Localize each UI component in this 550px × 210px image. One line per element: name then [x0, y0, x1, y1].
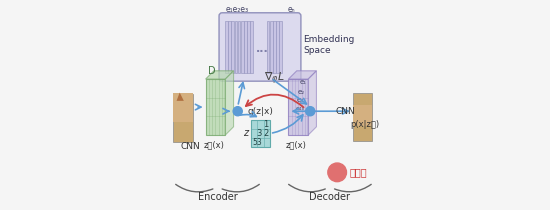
Bar	[276, 21, 279, 73]
Bar	[241, 21, 244, 73]
Polygon shape	[177, 93, 184, 101]
Text: e₂: e₂	[298, 89, 305, 94]
Polygon shape	[206, 71, 234, 79]
Text: 中文网: 中文网	[350, 167, 367, 177]
Text: e₃: e₃	[297, 97, 304, 103]
Bar	[173, 93, 193, 122]
Circle shape	[328, 163, 346, 182]
Bar	[279, 21, 282, 73]
Text: CNN: CNN	[180, 142, 200, 151]
Bar	[232, 21, 234, 73]
Text: 1: 1	[263, 120, 268, 129]
Text: php: php	[328, 168, 346, 177]
Circle shape	[306, 107, 315, 116]
Text: e₁: e₁	[299, 79, 306, 85]
Bar	[238, 21, 240, 73]
Text: D: D	[208, 66, 215, 76]
Text: eₙ: eₙ	[288, 5, 296, 14]
Text: Encoder: Encoder	[197, 192, 238, 202]
FancyBboxPatch shape	[219, 13, 301, 81]
Text: $\nabla_\varphi L$: $\nabla_\varphi L$	[263, 71, 284, 87]
Bar	[267, 21, 270, 73]
Text: 3: 3	[256, 129, 262, 138]
Bar	[235, 21, 237, 73]
Text: CNN: CNN	[335, 107, 355, 116]
Bar	[251, 119, 270, 147]
Bar	[228, 21, 231, 73]
Text: Embedding
Space: Embedding Space	[303, 35, 354, 55]
Text: z: z	[243, 129, 248, 138]
Polygon shape	[288, 71, 316, 79]
Text: e₁e₂e₃: e₁e₂e₃	[226, 5, 249, 14]
Text: p(x|z𝜑): p(x|z𝜑)	[351, 119, 380, 129]
Bar	[250, 21, 253, 73]
Text: Decoder: Decoder	[310, 192, 350, 202]
Bar	[247, 21, 250, 73]
Text: e₄₃: e₄₃	[296, 106, 305, 111]
Circle shape	[233, 107, 242, 116]
Text: z𝜑(x): z𝜑(x)	[285, 140, 306, 149]
Polygon shape	[226, 71, 234, 135]
Bar	[353, 105, 372, 126]
Text: q(z|x): q(z|x)	[248, 107, 273, 116]
Bar	[270, 21, 272, 73]
Polygon shape	[206, 79, 225, 135]
Text: ...: ...	[256, 44, 269, 54]
Bar	[353, 93, 372, 141]
Text: z𝜑(x): z𝜑(x)	[204, 140, 224, 149]
Polygon shape	[308, 71, 316, 135]
Bar	[273, 21, 276, 73]
Bar	[244, 21, 246, 73]
Bar	[226, 21, 228, 73]
Bar	[173, 94, 193, 142]
Polygon shape	[288, 79, 308, 135]
Text: 2: 2	[263, 129, 268, 138]
Text: 53: 53	[252, 138, 262, 147]
